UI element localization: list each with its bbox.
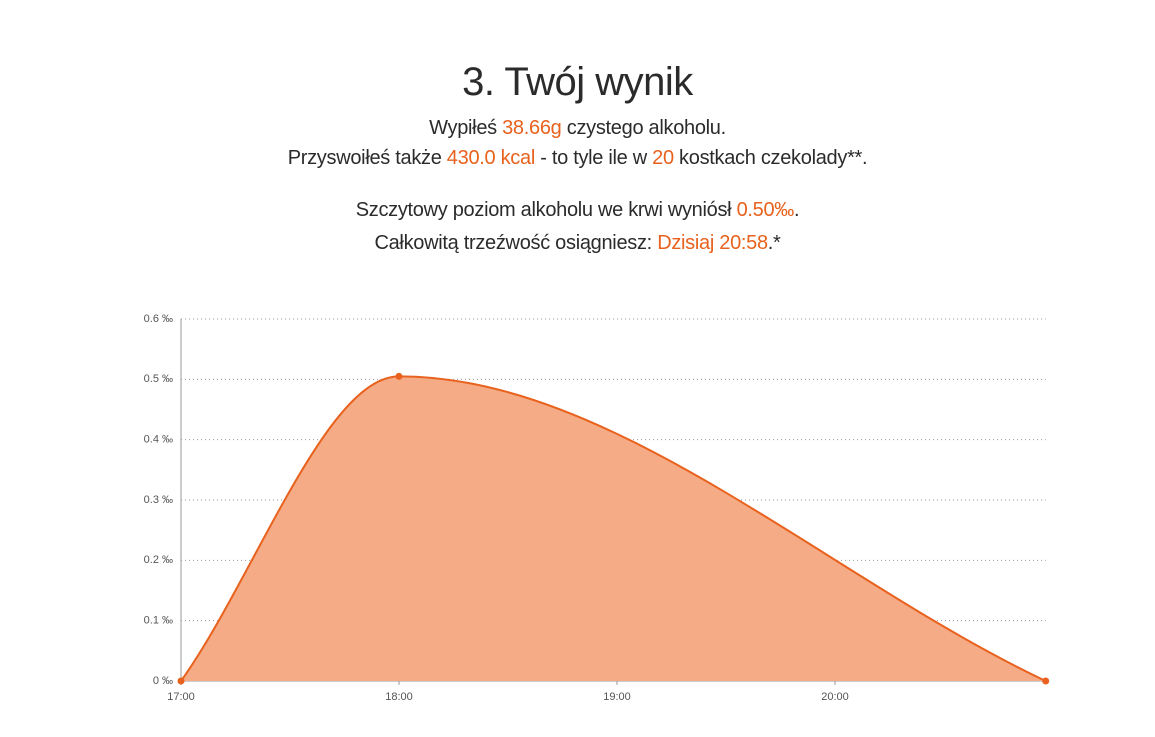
y-tick-label: 0.1 ‰	[144, 615, 173, 627]
text: .*	[767, 232, 781, 254]
text: .	[794, 199, 800, 221]
text: czystego alkoholu.	[561, 117, 726, 139]
y-tick-label: 0.3 ‰	[144, 494, 173, 506]
x-tick-label: 18:00	[385, 691, 413, 703]
point	[1042, 677, 1050, 685]
line	[180, 375, 1047, 682]
area	[181, 376, 1046, 681]
x-tick-label: 20:00	[821, 691, 849, 703]
summary-line: Przyswoiłeś także 430.0 kcal - to tyle i…	[0, 147, 1155, 170]
x-tick-label: 19:00	[603, 691, 631, 703]
highlight: 20	[652, 147, 674, 169]
point	[177, 677, 185, 685]
highlight: 430.0 kcal	[446, 147, 535, 169]
text: kostkach czekolady**.	[673, 147, 868, 169]
text: Przyswoiłeś także	[287, 147, 447, 169]
text: Całkowitą trzeźwość osiągniesz:	[374, 232, 658, 254]
title: 3. Twój wynik	[462, 60, 693, 104]
text: Wypiłeś	[429, 117, 503, 139]
x-tick-label: 17:00	[167, 691, 195, 703]
summary-line: Wypiłeś 38.66g czystego alkoholu.	[0, 117, 1155, 140]
summary-line: Całkowitą trzeźwość osiągniesz: Dzisiaj …	[0, 232, 1155, 255]
highlight: Dzisiaj 20:58	[657, 232, 768, 254]
y-tick-label: 0.4 ‰	[144, 434, 173, 446]
summary-line: Szczytowy poziom alkoholu we krwi wyniós…	[0, 199, 1155, 222]
y-tick-label: 0.2 ‰	[144, 554, 173, 566]
text: Szczytowy poziom alkoholu we krwi wyniós…	[355, 199, 737, 221]
highlight: 38.66g	[502, 117, 562, 139]
y-tick-label: 0.5 ‰	[144, 373, 173, 385]
text: - to tyle ile w	[534, 147, 653, 169]
y-tick-label: 0 ‰	[153, 675, 173, 687]
highlight: 0.50‰	[736, 199, 795, 221]
y-tick-label: 0.6 ‰	[144, 313, 173, 325]
point	[395, 372, 403, 380]
